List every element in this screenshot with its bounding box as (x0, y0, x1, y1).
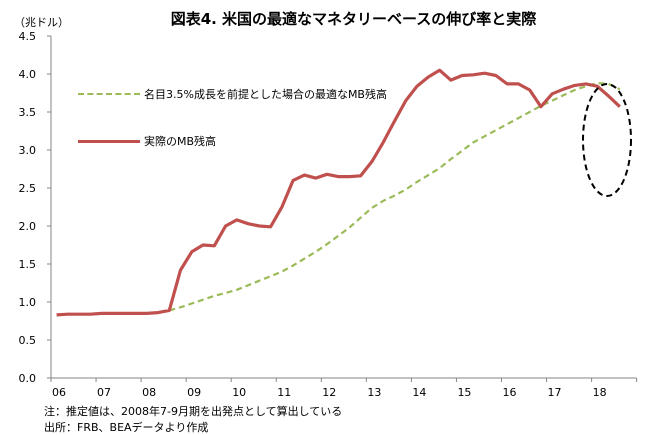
y-tick-label: 1.5 (19, 258, 37, 271)
x-tick-label: 07 (97, 386, 111, 399)
x-tick-label: 12 (322, 386, 336, 399)
y-tick-label: 0.0 (19, 372, 37, 385)
y-tick-label: 3.5 (19, 106, 37, 119)
x-tick-label: 17 (548, 386, 562, 399)
y-axis-unit: （兆ドル） (14, 16, 69, 29)
x-tick-label: 10 (232, 386, 246, 399)
x-tick-label: 08 (142, 386, 156, 399)
highlight-ellipse (582, 83, 632, 197)
x-tick-label: 14 (412, 386, 426, 399)
footnote: 注：推定値は、2008年7-9月期を出発点として算出している (44, 405, 343, 418)
x-tick-label: 09 (187, 386, 201, 399)
chart-title: 図表4. 米国の最適なマネタリーベースの伸び率と実際 (170, 10, 537, 28)
y-tick-label: 4.0 (19, 68, 37, 81)
y-tick-label: 1.0 (19, 296, 37, 309)
x-tick-label: 13 (367, 386, 381, 399)
legend-label-actual: 実際のMB残高 (144, 135, 217, 148)
x-tick-label: 11 (277, 386, 291, 399)
x-tick-label: 06 (52, 386, 66, 399)
y-tick-label: 3.0 (19, 144, 37, 157)
source-note: 出所：FRB、BEAデータより作成 (44, 421, 209, 434)
x-tick-label: 16 (503, 386, 517, 399)
legend-swatch-optimal (78, 93, 140, 95)
y-tick-label: 2.5 (19, 182, 37, 195)
x-tick-label: 18 (593, 386, 607, 399)
legend-item-actual: 実際のMB残高 (78, 133, 216, 149)
legend-label-optimal: 名目3.5%成長を前提とした場合の最適なMB残高 (144, 88, 387, 101)
y-tick-label: 4.5 (19, 30, 37, 43)
series-line-actual (56, 68, 621, 317)
y-tick-label: 0.5 (19, 334, 37, 347)
y-tick-label: 2.0 (19, 220, 37, 233)
legend-swatch-actual (78, 139, 140, 143)
x-tick-label: 15 (457, 386, 471, 399)
series-line-optimal (169, 81, 621, 312)
legend-item-optimal: 名目3.5%成長を前提とした場合の最適なMB残高 (78, 86, 387, 102)
